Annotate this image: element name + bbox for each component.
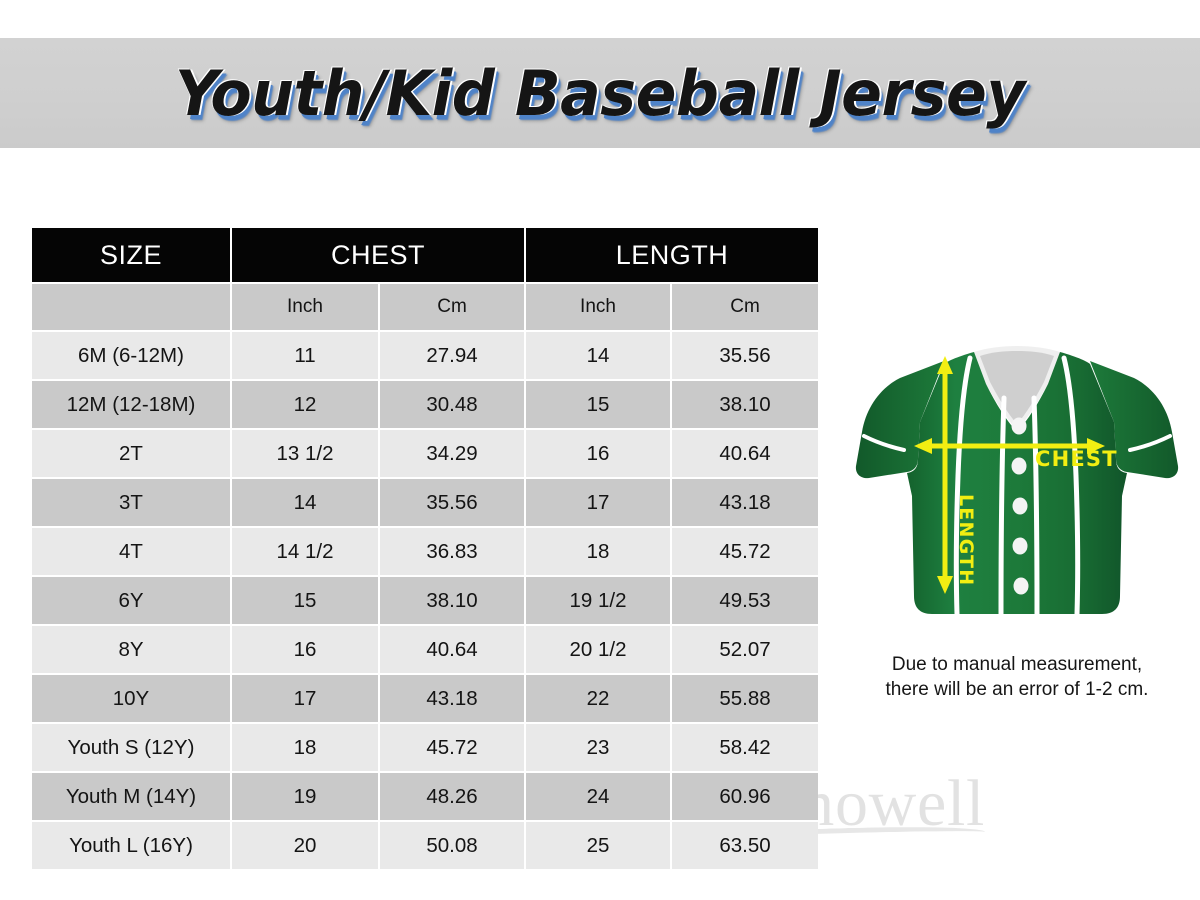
cell-size: 12M (12-18M) bbox=[32, 381, 232, 430]
cell-chest-inch: 17 bbox=[232, 675, 380, 724]
cell-size: 4T bbox=[32, 528, 232, 577]
table-row: Youth L (16Y) 20 50.08 25 63.50 bbox=[32, 822, 819, 871]
jersey-left-sleeve bbox=[855, 361, 944, 479]
cell-size: 8Y bbox=[32, 626, 232, 675]
table-body: 6M (6-12M) 11 27.94 14 35.56 12M (12-18M) 12 30… bbox=[32, 332, 819, 871]
table-row: 2T 13 1/2 34.29 16 40.64 bbox=[32, 430, 819, 479]
page-title: Youth/Kid Baseball Jersey bbox=[175, 57, 1025, 130]
cell-length-inch: 19 1/2 bbox=[526, 577, 673, 626]
unit-header-chest-cm: Cm bbox=[380, 284, 527, 332]
cell-length-cm: 55.88 bbox=[672, 675, 819, 724]
cell-length-cm: 45.72 bbox=[672, 528, 819, 577]
cell-chest-inch: 20 bbox=[232, 822, 380, 871]
cell-length-inch: 18 bbox=[526, 528, 673, 577]
cell-length-cm: 52.07 bbox=[672, 626, 819, 675]
cell-length-inch: 20 1/2 bbox=[526, 626, 673, 675]
cell-length-cm: 43.18 bbox=[672, 479, 819, 528]
cell-chest-cm: 35.56 bbox=[380, 479, 527, 528]
cell-length-cm: 35.56 bbox=[672, 332, 819, 381]
cell-size: Youth M (14Y) bbox=[32, 773, 232, 822]
cell-chest-cm: 34.29 bbox=[380, 430, 527, 479]
cell-size: 3T bbox=[32, 479, 232, 528]
cell-chest-cm: 40.64 bbox=[380, 626, 527, 675]
disclaimer-line-1: Due to manual measurement, bbox=[891, 654, 1143, 675]
cell-chest-cm: 45.72 bbox=[380, 724, 527, 773]
table-row: 3T 14 35.56 17 43.18 bbox=[32, 479, 819, 528]
cell-length-cm: 49.53 bbox=[672, 577, 819, 626]
cell-length-inch: 25 bbox=[526, 822, 673, 871]
cell-size: 6M (6-12M) bbox=[32, 332, 232, 381]
cell-length-inch: 16 bbox=[526, 430, 673, 479]
length-label: LENGTH bbox=[955, 494, 977, 586]
cell-chest-cm: 30.48 bbox=[380, 381, 527, 430]
table-row: Youth S (12Y) 18 45.72 23 58.42 bbox=[32, 724, 819, 773]
cell-size: 2T bbox=[32, 430, 232, 479]
cell-size: 10Y bbox=[32, 675, 232, 724]
table-row: Youth M (14Y) 19 48.26 24 60.96 bbox=[32, 773, 819, 822]
cell-chest-inch: 19 bbox=[232, 773, 380, 822]
column-header-chest: CHEST bbox=[232, 228, 527, 284]
chest-label: CHEST bbox=[1035, 447, 1118, 471]
cell-chest-cm: 38.10 bbox=[380, 577, 527, 626]
measurement-disclaimer: Due to manual measurement, there will be… bbox=[852, 652, 1182, 702]
cell-length-cm: 40.64 bbox=[672, 430, 819, 479]
column-header-size: SIZE bbox=[32, 228, 232, 284]
cell-chest-cm: 50.08 bbox=[380, 822, 527, 871]
unit-header-blank bbox=[32, 284, 232, 332]
cell-length-inch: 17 bbox=[526, 479, 673, 528]
cell-chest-cm: 48.26 bbox=[380, 773, 527, 822]
table-unit-header-row: Inch Cm Inch Cm bbox=[32, 284, 819, 332]
cell-size: Youth S (12Y) bbox=[32, 724, 232, 773]
cell-length-inch: 14 bbox=[526, 332, 673, 381]
table-row: 8Y 16 40.64 20 1/2 52.07 bbox=[32, 626, 819, 675]
cell-length-cm: 38.10 bbox=[672, 381, 819, 430]
cell-length-inch: 24 bbox=[526, 773, 673, 822]
unit-header-length-inch: Inch bbox=[526, 284, 673, 332]
size-chart-table: SIZE CHEST LENGTH Inch Cm Inch Cm 6M (6-… bbox=[32, 228, 819, 871]
cell-chest-inch: 13 1/2 bbox=[232, 430, 380, 479]
table-row: 12M (12-18M) 12 30.48 15 38.10 bbox=[32, 381, 819, 430]
jersey-buttons bbox=[1011, 417, 1029, 595]
cell-length-cm: 63.50 bbox=[672, 822, 819, 871]
cell-length-inch: 23 bbox=[526, 724, 673, 773]
unit-header-length-cm: Cm bbox=[672, 284, 819, 332]
cell-chest-inch: 18 bbox=[232, 724, 380, 773]
measurement-arrows bbox=[914, 356, 1105, 594]
cell-chest-inch: 12 bbox=[232, 381, 380, 430]
cell-chest-inch: 16 bbox=[232, 626, 380, 675]
unit-header-chest-inch: Inch bbox=[232, 284, 380, 332]
cell-chest-inch: 14 bbox=[232, 479, 380, 528]
jersey-right-sleeve bbox=[1090, 361, 1179, 479]
cell-length-cm: 60.96 bbox=[672, 773, 819, 822]
table-row: 10Y 17 43.18 22 55.88 bbox=[32, 675, 819, 724]
cell-chest-cm: 36.83 bbox=[380, 528, 527, 577]
cell-chest-inch: 15 bbox=[232, 577, 380, 626]
table-row: 6Y 15 38.10 19 1/2 49.53 bbox=[32, 577, 819, 626]
cell-length-inch: 22 bbox=[526, 675, 673, 724]
jersey-illustration: CHEST LENGTH bbox=[852, 326, 1182, 626]
table-row: 4T 14 1/2 36.83 18 45.72 bbox=[32, 528, 819, 577]
title-band bbox=[0, 38, 1200, 148]
column-header-length: LENGTH bbox=[526, 228, 819, 284]
cell-chest-cm: 43.18 bbox=[380, 675, 527, 724]
table-row: 6M (6-12M) 11 27.94 14 35.56 bbox=[32, 332, 819, 381]
disclaimer-line-2: there will be an error of 1-2 cm. bbox=[885, 679, 1149, 700]
table-group-header-row: SIZE CHEST LENGTH bbox=[32, 228, 819, 284]
cell-size: 6Y bbox=[32, 577, 232, 626]
cell-length-cm: 58.42 bbox=[672, 724, 819, 773]
cell-chest-inch: 11 bbox=[232, 332, 380, 381]
cell-length-inch: 15 bbox=[526, 381, 673, 430]
cell-chest-cm: 27.94 bbox=[380, 332, 527, 381]
cell-chest-inch: 14 1/2 bbox=[232, 528, 380, 577]
cell-size: Youth L (16Y) bbox=[32, 822, 232, 871]
